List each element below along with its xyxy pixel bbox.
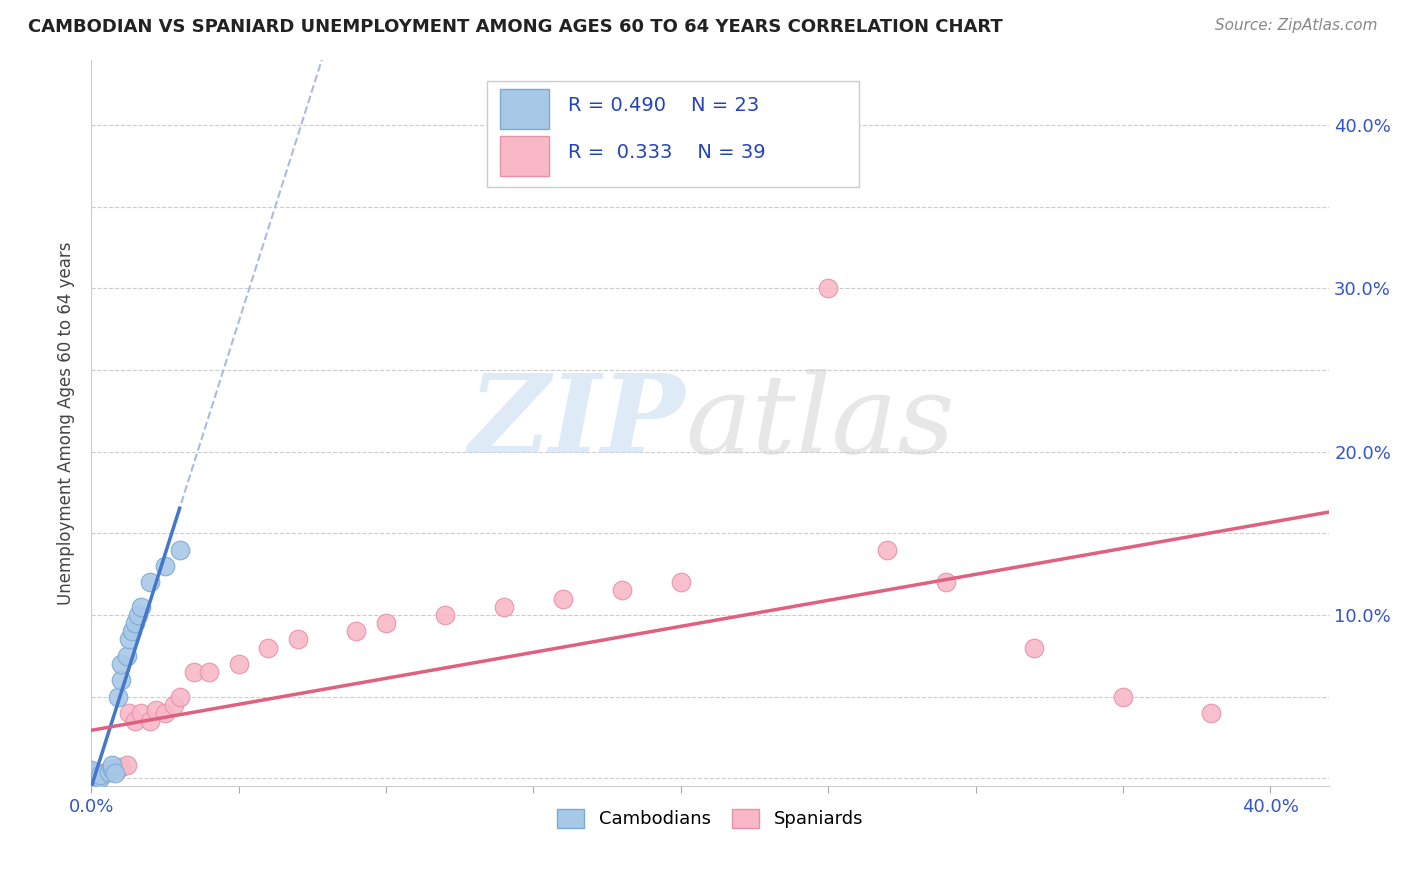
Point — [876, 542, 898, 557]
Point — [610, 583, 633, 598]
Point — [169, 690, 191, 704]
Text: Source: ZipAtlas.com: Source: ZipAtlas.com — [1215, 18, 1378, 33]
Legend: Cambodians, Spaniards: Cambodians, Spaniards — [550, 802, 870, 836]
Point — [124, 616, 146, 631]
Point — [94, 764, 117, 779]
Point — [80, 768, 103, 782]
Point — [107, 690, 129, 704]
Point — [169, 542, 191, 557]
Point — [110, 760, 132, 774]
Point — [80, 772, 103, 786]
Point — [80, 764, 103, 779]
Point — [80, 772, 103, 786]
Point — [104, 762, 127, 776]
Point — [80, 763, 103, 777]
Point — [121, 624, 143, 639]
Point — [129, 599, 152, 614]
Point — [101, 758, 124, 772]
Point — [935, 575, 957, 590]
Point — [346, 624, 368, 639]
Point — [97, 764, 120, 779]
FancyBboxPatch shape — [499, 136, 550, 176]
Point — [89, 772, 111, 786]
Point — [110, 657, 132, 671]
Point — [118, 706, 141, 720]
Point — [107, 762, 129, 776]
Point — [115, 758, 138, 772]
Point — [124, 714, 146, 728]
Text: R = 0.490    N = 23: R = 0.490 N = 23 — [568, 96, 759, 115]
FancyBboxPatch shape — [488, 81, 859, 186]
Point — [104, 766, 127, 780]
Point — [91, 766, 114, 780]
Point — [145, 703, 167, 717]
Point — [287, 632, 309, 647]
Text: CAMBODIAN VS SPANIARD UNEMPLOYMENT AMONG AGES 60 TO 64 YEARS CORRELATION CHART: CAMBODIAN VS SPANIARD UNEMPLOYMENT AMONG… — [28, 18, 1002, 36]
Point — [1201, 706, 1223, 720]
Point — [139, 575, 162, 590]
Point — [163, 698, 186, 712]
Y-axis label: Unemployment Among Ages 60 to 64 years: Unemployment Among Ages 60 to 64 years — [58, 242, 75, 605]
Point — [257, 640, 280, 655]
Point — [86, 772, 108, 786]
Point — [129, 706, 152, 720]
Point — [110, 673, 132, 688]
Point — [1112, 690, 1135, 704]
Point — [492, 599, 515, 614]
Point — [551, 591, 574, 606]
Text: R =  0.333    N = 39: R = 0.333 N = 39 — [568, 144, 765, 162]
Text: atlas: atlas — [686, 369, 955, 477]
Point — [80, 764, 103, 779]
Point — [153, 706, 176, 720]
Point — [80, 772, 103, 786]
Point — [89, 768, 111, 782]
Point — [80, 768, 103, 782]
Point — [139, 714, 162, 728]
Point — [669, 575, 692, 590]
Point — [817, 281, 839, 295]
Point — [433, 607, 456, 622]
Point — [97, 763, 120, 777]
Point — [101, 763, 124, 777]
Point — [374, 616, 396, 631]
Point — [115, 648, 138, 663]
Point — [101, 762, 124, 776]
Point — [1024, 640, 1046, 655]
Point — [153, 558, 176, 573]
Point — [228, 657, 250, 671]
Point — [118, 632, 141, 647]
Point — [183, 665, 205, 680]
Point — [127, 607, 149, 622]
Point — [198, 665, 221, 680]
Point — [89, 768, 111, 782]
Text: ZIP: ZIP — [468, 369, 686, 477]
FancyBboxPatch shape — [499, 88, 550, 128]
